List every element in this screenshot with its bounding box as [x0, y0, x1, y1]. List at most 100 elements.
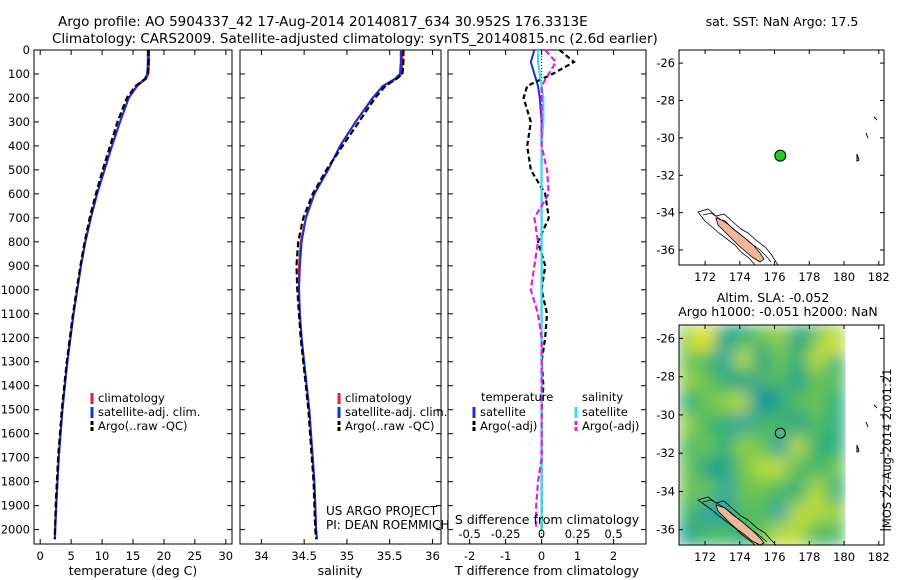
sla-heat-cell	[697, 347, 717, 370]
sla-heat-cell	[770, 347, 791, 370]
temperature-xtick-label: 0	[37, 549, 44, 563]
sla-map-xtick-label: 178	[798, 550, 820, 564]
sla-heat-cell	[697, 457, 717, 480]
difference-legend-label: satellite	[480, 405, 526, 419]
header-line1: Argo profile: AO 5904337_42 17-Aug-2014 …	[58, 14, 588, 30]
temperature-ytick-label: 1800	[1, 475, 30, 489]
difference-legend-t-title: temperature	[481, 390, 553, 404]
sla-heat-cell	[697, 435, 717, 458]
sla-heat-cell	[789, 391, 809, 414]
sla-heat-cell	[752, 435, 772, 458]
temperature-xtick-label: 15	[126, 549, 141, 563]
sla-map-ytick-label: -32	[656, 446, 675, 460]
temperature-ytick-label: 1000	[1, 283, 30, 297]
difference-stick-label: -0.5	[458, 527, 480, 541]
sla-heat-cell	[770, 457, 791, 480]
sst-map-ytick-label: -36	[656, 243, 675, 257]
sla-heat-cell	[807, 479, 827, 502]
sla-map-argo-point	[774, 427, 786, 439]
salinity-series-line	[297, 50, 402, 540]
difference-stick-label: -0.25	[491, 527, 521, 541]
sla-heat-cell	[825, 501, 846, 524]
sla-heat-cell	[770, 413, 791, 436]
sla-heat-cell	[770, 501, 791, 524]
sla-map-ytick-label: -36	[656, 523, 675, 537]
temperature-ytick-label: 300	[8, 115, 30, 129]
temperature-ytick-label: 1100	[1, 307, 30, 321]
sla-heat-cell	[770, 435, 791, 458]
difference-xlabel-t: T difference from climatology	[454, 563, 640, 578]
sla-heat-cell	[807, 501, 827, 524]
sla-heat-cell	[807, 413, 827, 436]
sla-heat-cell	[715, 369, 736, 392]
sla-map-ytick-label: -30	[656, 408, 675, 422]
sla-heat-cell	[697, 391, 717, 414]
salinity-series-line	[295, 50, 405, 540]
temperature-ytick-label: 200	[8, 91, 30, 105]
landmass-contour	[702, 212, 772, 263]
temperature-axes-frame	[33, 49, 233, 545]
sla-map-frame	[678, 324, 885, 546]
salinity-panel: 34 34.5 35 35.5 36 climatologysatellite-adj.…	[239, 49, 449, 578]
sla-heat-cell	[752, 347, 772, 370]
salinity-xtick-label: 34	[254, 549, 269, 563]
salinity-axes-frame	[239, 49, 442, 545]
sst-map-frame	[678, 49, 885, 266]
temperature-ytick-label: 0	[23, 43, 30, 57]
temperature-ytick-label: 1300	[1, 355, 30, 369]
island-outline-3	[873, 116, 878, 121]
sla-heat-cell	[752, 325, 772, 348]
sla-heat-cell	[770, 523, 791, 545]
sst-map-coast	[697, 116, 878, 265]
sla-map-xtick-label: 174	[729, 550, 751, 564]
sla-map-ytick-label: -34	[656, 484, 675, 498]
sla-heat-cell	[697, 413, 717, 436]
sla-heat-cell	[679, 479, 699, 502]
sla-heat-cell	[770, 325, 791, 348]
sla-heat-cell	[825, 435, 846, 458]
sla-heat-cell	[715, 347, 736, 370]
sla-heat-cell	[679, 391, 699, 414]
temperature-xtick-label: 5	[67, 549, 74, 563]
sla-map-title: Altim. SLA: -0.052	[717, 290, 830, 305]
salinity-series-line	[298, 50, 404, 540]
temperature-ytick-label: 500	[8, 163, 30, 177]
temperature-ytick-label: 1200	[1, 331, 30, 345]
sla-landmass-contour	[702, 499, 768, 543]
sst-map-ytick-label: -32	[656, 168, 675, 182]
sla-heatmap-cells	[679, 325, 846, 545]
sla-map-axes: 172 174 176 178 180 182 -26 -28 -30 -32 -34 -36	[656, 325, 890, 564]
temperature-axes: 0100200300400500600700800900100011001200…	[1, 43, 233, 563]
difference-legend-label: Argo(-adj)	[480, 419, 537, 433]
sla-heat-cell	[715, 457, 736, 480]
sla-heat-cell	[789, 523, 809, 545]
sst-map-xtick-label: 172	[694, 270, 716, 284]
sla-heat-cell	[679, 435, 699, 458]
sla-heatmap	[679, 325, 878, 545]
sla-heat-cell	[752, 501, 772, 524]
difference-xtick-label: -2	[464, 549, 475, 563]
sla-heat-cell	[825, 523, 846, 545]
salinity-xtick-label: 34.5	[291, 549, 317, 563]
sla-heat-cell	[807, 391, 827, 414]
difference-xtick-label: -1	[500, 549, 511, 563]
sla-heat-high	[689, 327, 715, 351]
sla-map-panel: Altim. SLA: -0.052 Argo h1000: -0.051 h2…	[656, 290, 894, 564]
sla-heat-cell	[715, 391, 736, 414]
sla-heat-high	[819, 333, 845, 355]
sla-heat-cell	[789, 457, 809, 480]
sla-heat-cell	[789, 369, 809, 392]
sla-heat-cell	[734, 347, 754, 370]
temperature-series-line	[54, 50, 149, 540]
temperature-ytick-label: 900	[8, 259, 30, 273]
difference-series-line	[529, 50, 543, 530]
sla-heat-cell	[715, 325, 736, 348]
salinity-legend-label: climatology	[345, 391, 412, 405]
sla-heat-cell	[734, 435, 754, 458]
sla-heat-cell	[679, 347, 699, 370]
sla-heat-cell	[734, 325, 754, 348]
sla-map-ytick-label: -26	[656, 331, 675, 345]
